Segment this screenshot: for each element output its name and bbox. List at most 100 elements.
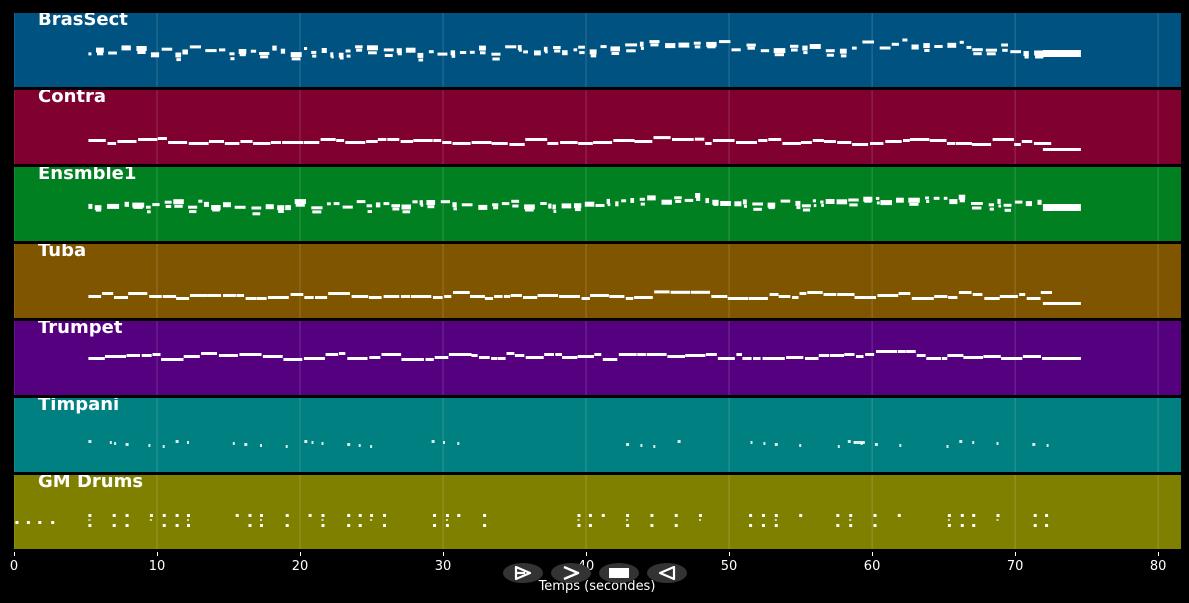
note xyxy=(847,440,851,443)
note xyxy=(774,524,778,527)
play-button[interactable] xyxy=(503,563,543,583)
note xyxy=(802,208,811,212)
track-brassect[interactable]: BrasSect xyxy=(14,13,1181,87)
note xyxy=(1045,524,1049,527)
note xyxy=(534,50,541,56)
note xyxy=(653,445,656,448)
note xyxy=(141,354,152,357)
note xyxy=(823,293,837,296)
note xyxy=(248,514,252,517)
note xyxy=(187,524,190,527)
forward-button[interactable] xyxy=(551,563,591,583)
note xyxy=(150,52,160,58)
note xyxy=(992,138,1014,141)
note xyxy=(712,199,719,205)
note xyxy=(836,514,840,517)
note xyxy=(442,141,452,144)
note xyxy=(433,296,443,299)
note xyxy=(524,204,535,210)
note xyxy=(684,198,694,202)
track-ensmble1[interactable]: Ensmble1 xyxy=(14,167,1181,241)
note xyxy=(753,207,762,211)
note xyxy=(125,524,129,527)
note xyxy=(796,206,801,210)
note xyxy=(121,45,131,51)
note xyxy=(525,138,548,141)
note xyxy=(960,514,964,517)
note xyxy=(304,296,314,299)
note xyxy=(791,48,798,52)
note xyxy=(544,50,548,54)
note xyxy=(799,444,802,447)
note xyxy=(947,354,964,357)
note xyxy=(537,294,559,297)
note xyxy=(613,139,635,142)
note xyxy=(731,48,741,52)
note xyxy=(303,141,320,144)
note xyxy=(996,514,1000,517)
note xyxy=(419,200,423,206)
note xyxy=(750,441,753,444)
tick-label: 0 xyxy=(9,559,19,574)
note xyxy=(984,297,1000,300)
note xyxy=(837,293,855,296)
note xyxy=(849,519,852,521)
note xyxy=(479,356,490,359)
note xyxy=(165,205,172,208)
note xyxy=(589,49,597,55)
note xyxy=(294,199,306,205)
track-contra[interactable]: Contra xyxy=(14,90,1181,164)
note xyxy=(812,139,824,142)
note xyxy=(825,199,835,204)
note xyxy=(562,50,568,56)
note xyxy=(699,514,702,517)
track-timpani[interactable]: Timpani xyxy=(14,398,1181,472)
note xyxy=(88,139,106,142)
note xyxy=(95,208,102,212)
note xyxy=(782,142,801,145)
note xyxy=(124,201,129,207)
note xyxy=(948,296,958,299)
note xyxy=(559,295,580,298)
note xyxy=(366,204,373,208)
tick-mark xyxy=(1158,552,1160,556)
note xyxy=(1021,140,1033,143)
note xyxy=(650,43,659,47)
note xyxy=(285,205,291,211)
note xyxy=(351,295,369,298)
track-gm-drums[interactable]: GM Drums xyxy=(14,475,1181,549)
note xyxy=(885,140,902,143)
note xyxy=(742,357,752,360)
note xyxy=(1040,291,1052,294)
note xyxy=(849,514,853,517)
note xyxy=(705,353,717,356)
note xyxy=(958,194,966,200)
note xyxy=(183,355,200,358)
track-trumpet[interactable]: Trumpet xyxy=(14,321,1181,395)
stop-button[interactable] xyxy=(599,563,639,583)
note xyxy=(626,524,630,527)
note xyxy=(618,353,637,356)
note xyxy=(162,524,166,527)
note xyxy=(1001,43,1008,47)
note xyxy=(182,49,188,55)
note xyxy=(615,201,619,207)
note xyxy=(877,294,899,297)
note xyxy=(600,45,607,49)
note xyxy=(102,292,114,295)
note xyxy=(330,52,334,58)
note xyxy=(874,443,878,446)
track-tuba[interactable]: Tuba xyxy=(14,244,1181,318)
note xyxy=(674,524,678,527)
note xyxy=(734,201,742,207)
note xyxy=(934,45,943,48)
note xyxy=(848,198,859,202)
note xyxy=(959,440,963,443)
note xyxy=(820,200,824,204)
note xyxy=(327,202,331,206)
play-outline-icon xyxy=(514,566,532,580)
rewind-button[interactable] xyxy=(647,563,687,583)
note xyxy=(947,519,950,521)
note xyxy=(947,524,951,527)
